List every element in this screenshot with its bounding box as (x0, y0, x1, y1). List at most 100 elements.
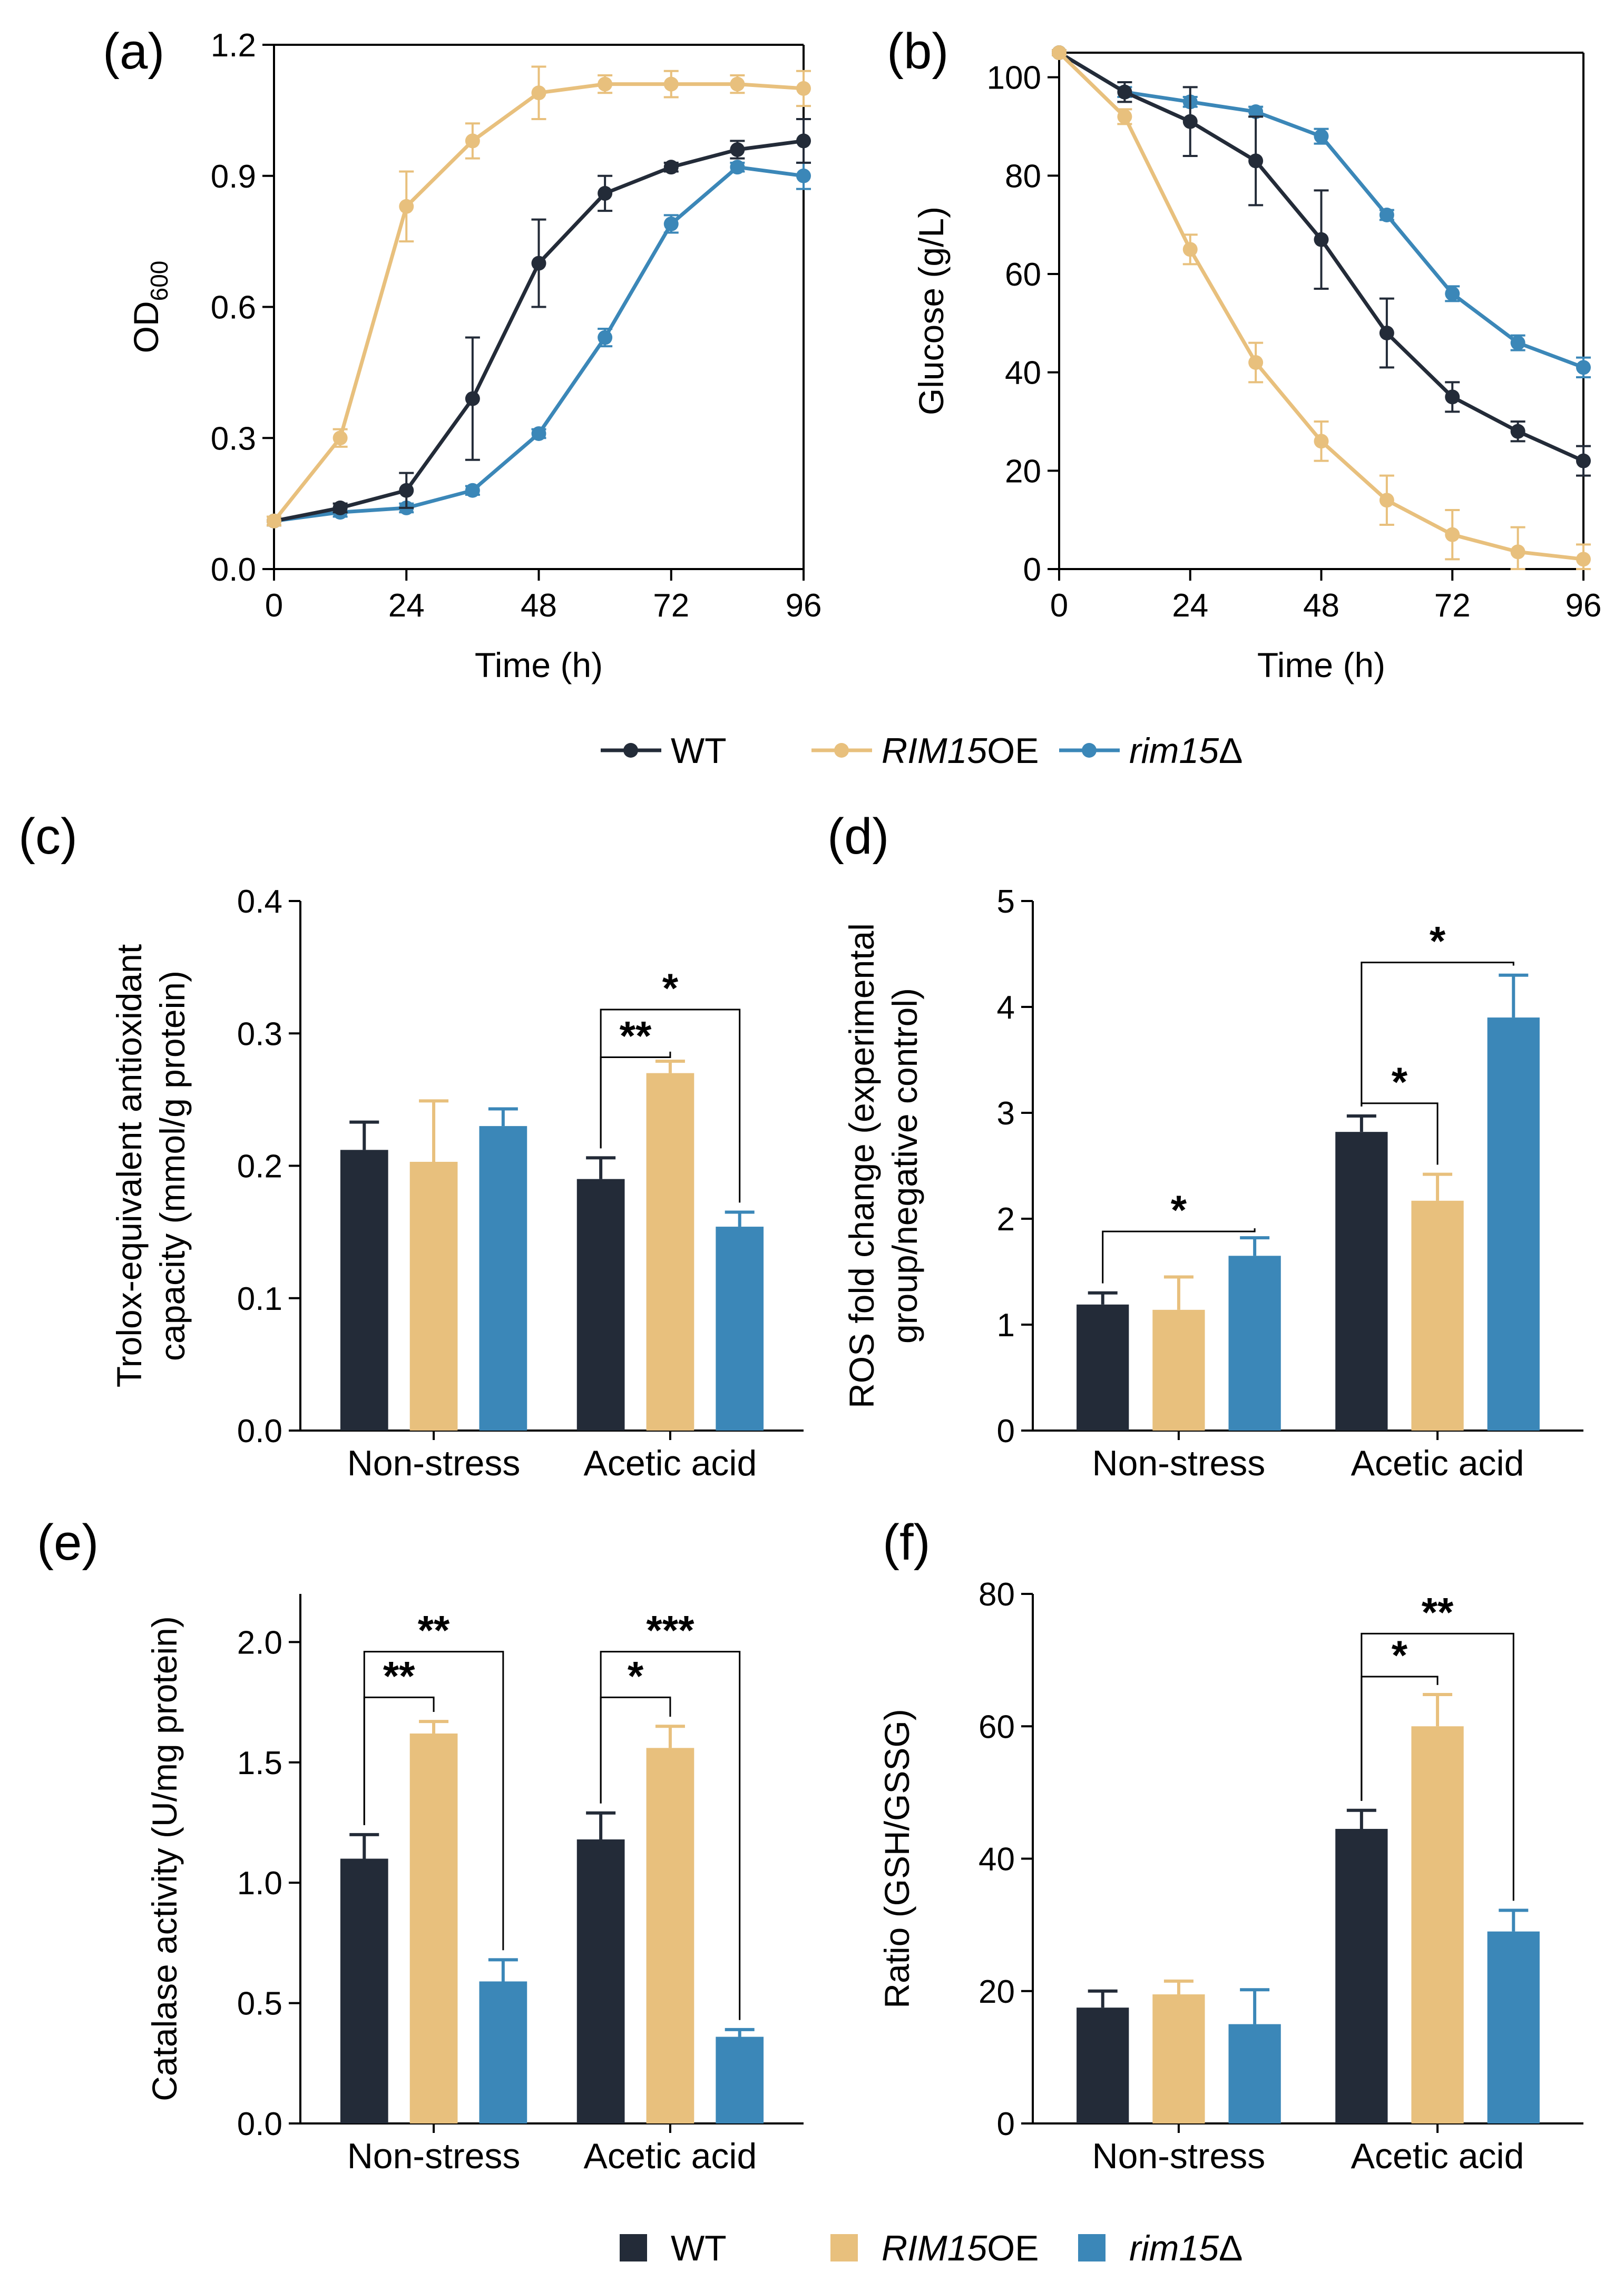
y-tick-label: 0.0 (237, 2106, 282, 2142)
bar-rim15d (479, 1981, 527, 2123)
data-point-RIM15OE (332, 430, 348, 446)
y-tick-label: 20 (979, 1974, 1015, 2010)
y-tick-label: 0.6 (211, 290, 256, 326)
bar-WT (1077, 2008, 1129, 2123)
data-point-rim15d (1445, 286, 1460, 301)
y-tick-label: 80 (1005, 158, 1041, 194)
category-label: Acetic acid (584, 1443, 757, 1483)
bar-rim15d (479, 1126, 527, 1431)
bar-RIM15OE (409, 1733, 458, 2123)
y-tick-label: 1.2 (211, 27, 256, 64)
data-point-WT (531, 256, 546, 271)
data-point-RIM15OE (1117, 109, 1132, 124)
y-tick-label: 0.1 (237, 1281, 282, 1317)
legend-lines: WT RIM15OE rim15Δ (601, 731, 1243, 771)
y-tick-label: 20 (1005, 453, 1041, 489)
x-tick-label: 24 (1172, 588, 1208, 624)
category-label: Acetic acid (1351, 1443, 1524, 1483)
bar-RIM15OE (646, 1073, 694, 1431)
data-point-WT (796, 133, 811, 149)
y-axis-title-line: ROS fold change (experimental (842, 923, 881, 1408)
data-point-rim15d (1314, 129, 1329, 144)
legend-label-text: WT (671, 731, 727, 771)
data-point-RIM15OE (1314, 434, 1329, 449)
y-tick-label: 0.2 (237, 1149, 282, 1185)
data-point-rim15d (796, 168, 811, 183)
y-axis-title-main: OD (126, 301, 165, 353)
data-point-rim15d (465, 483, 480, 498)
legend-marker-WT (623, 743, 638, 758)
bar-WT (1335, 1132, 1388, 1431)
significance-stars: *** (646, 1607, 694, 1653)
legend-swatch-rim15d (1078, 2234, 1106, 2261)
significance-stars: * (1171, 1187, 1187, 1233)
significance-stars: ** (383, 1652, 415, 1699)
significance-stars: * (1430, 918, 1446, 964)
data-point-RIM15OE (730, 76, 745, 92)
category-label: Acetic acid (584, 2136, 757, 2176)
data-point-WT (1445, 389, 1460, 405)
data-point-WT (465, 391, 480, 406)
legend-label-text: OE (987, 731, 1039, 771)
legend-swatch-RIM15OE (830, 2234, 858, 2261)
y-axis-title: Glucose (g/L) (912, 207, 951, 415)
category-label: Non-stress (1092, 1443, 1266, 1483)
significance-stars: ** (418, 1607, 450, 1653)
y-tick-label: 0 (1023, 552, 1041, 588)
data-point-WT (730, 142, 745, 157)
x-tick-label: 0 (1050, 588, 1068, 624)
data-point-RIM15OE (1576, 552, 1591, 567)
y-axis-title-line: Catalase activity (U/mg protein) (145, 1616, 184, 2101)
chart-panel-a: (a) 0.0 0.3 0.6 0.9 1.2 0 24 48 72 96 Time (h) OD600 (103, 23, 821, 684)
data-point-WT (1379, 326, 1394, 340)
bar-WT (1077, 1304, 1129, 1431)
significance-bracket (600, 1651, 741, 2020)
y-axis-title-subscript: 600 (145, 261, 173, 301)
panel-label: (f) (883, 1514, 931, 1571)
bar-rim15d (1228, 2024, 1281, 2123)
x-tick-label: 72 (653, 588, 689, 624)
data-point-RIM15OE (1182, 242, 1198, 257)
data-point-rim15d (663, 216, 679, 231)
significance-stars: * (662, 965, 679, 1011)
y-tick-label: 4 (997, 990, 1015, 1026)
chart-panel-e: (e) 0.0 0.5 1.0 1.5 2.0 Non-stress Acetic acid C… (37, 1514, 804, 2176)
chart-panel-d: (d) 0 1 2 3 4 5 Non-stress Acetic acid ROS fold c… (827, 808, 1583, 1483)
legend-label-text: Δ (1219, 2228, 1243, 2268)
significance-bracket (1361, 962, 1514, 1107)
data-point-WT (332, 500, 348, 515)
bar-rim15d (1487, 1931, 1540, 2123)
legend-swatch-WT (620, 2234, 647, 2261)
y-axis-title: OD600 (126, 261, 173, 354)
data-point-rim15d (1248, 104, 1264, 119)
y-tick-label: 0.5 (237, 1986, 282, 2022)
y-tick-label: 2 (997, 1201, 1015, 1238)
bar-WT (340, 1150, 388, 1431)
data-point-RIM15OE (465, 133, 480, 149)
significance-stars: ** (620, 1012, 652, 1059)
x-tick-label: 48 (1303, 588, 1339, 624)
significance-bracket (363, 1651, 504, 1951)
data-point-WT (1117, 84, 1132, 100)
category-label: Acetic acid (1351, 2136, 1524, 2176)
data-point-RIM15OE (663, 76, 679, 92)
data-point-rim15d (1379, 208, 1394, 222)
y-tick-label: 40 (979, 1842, 1015, 1878)
bar-WT (1335, 1828, 1388, 2123)
bar-rim15d (1487, 1017, 1540, 1431)
chart-panel-c: (c) 0.0 0.1 0.2 0.3 0.4 Non-stress Acetic acid T… (18, 808, 804, 1483)
y-tick-label: 1 (997, 1307, 1015, 1344)
y-tick-label: 1.0 (237, 1865, 282, 1902)
legend-label-WT: WT (671, 2228, 727, 2268)
data-point-rim15d (730, 160, 745, 175)
bar-rim15d (716, 1227, 764, 1431)
bar-RIM15OE (1411, 1200, 1464, 1431)
data-point-WT (598, 185, 613, 201)
legend-label-italic: RIM15 (882, 2228, 987, 2268)
data-point-RIM15OE (1248, 355, 1264, 370)
legend-marker-RIM15OE (834, 743, 849, 758)
data-point-WT (1248, 153, 1264, 169)
y-tick-label: 100 (987, 60, 1041, 96)
y-axis-title-line: capacity (mmol/g protein) (153, 971, 192, 1361)
x-tick-label: 96 (1566, 588, 1602, 624)
